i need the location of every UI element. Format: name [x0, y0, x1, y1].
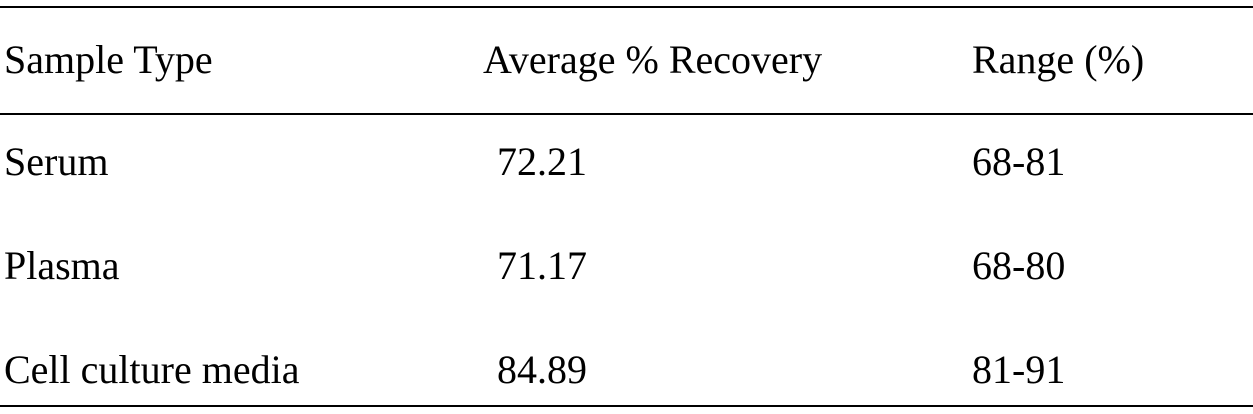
- header-cell: Range (%): [972, 37, 1145, 82]
- body-cell: 72.21: [497, 139, 587, 184]
- body-cell: Serum: [4, 139, 109, 184]
- body-cell: 68-81: [972, 139, 1066, 184]
- body-cell: 68-80: [972, 243, 1066, 288]
- body-cell: 81-91: [972, 347, 1066, 392]
- bottom-rule: [0, 405, 1253, 407]
- header-cell: Sample Type: [4, 37, 213, 82]
- header-cell: Average % Recovery: [483, 37, 823, 82]
- body-cell: 84.89: [497, 347, 587, 392]
- top-rule: [0, 6, 1253, 8]
- body-cell: 71.17: [497, 243, 587, 288]
- header-rule: [0, 113, 1253, 115]
- body-cell: Cell culture media: [4, 347, 300, 392]
- body-cell: Plasma: [4, 243, 120, 288]
